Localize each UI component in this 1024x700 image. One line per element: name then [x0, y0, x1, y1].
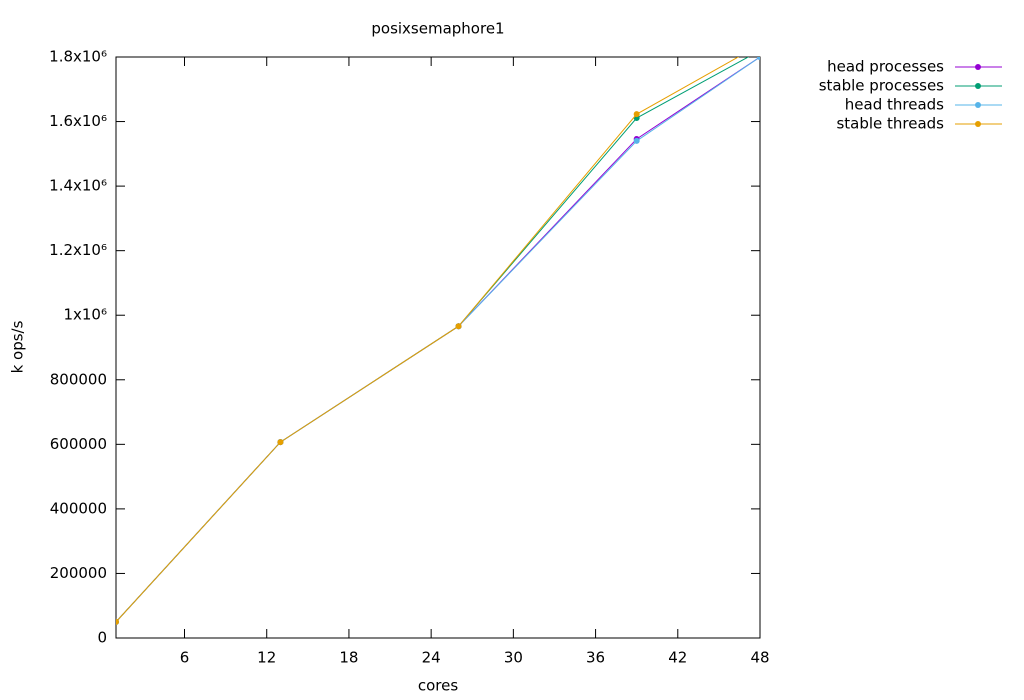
- y-tick-label: 0: [97, 629, 107, 647]
- x-tick-label: 48: [750, 649, 769, 667]
- x-tick-label: 36: [586, 649, 605, 667]
- point: [277, 439, 284, 446]
- y-tick-label: 200000: [50, 564, 107, 582]
- y-tick-label: 600000: [50, 435, 107, 453]
- y-tick-label: 1.4x10⁶: [49, 177, 107, 195]
- x-tick-label: 42: [668, 649, 687, 667]
- y-tick-label: 800000: [50, 370, 107, 388]
- point: [757, 42, 763, 48]
- point: [757, 48, 763, 54]
- legend-marker: [975, 121, 981, 127]
- x-tick-label: 30: [504, 649, 523, 667]
- point: [633, 111, 640, 118]
- x-tick-label: 12: [257, 649, 276, 667]
- point: [455, 323, 462, 330]
- legend-label: stable processes: [819, 77, 944, 95]
- legend-marker: [975, 102, 981, 108]
- y-tick-label: 400000: [50, 499, 107, 517]
- x-tick-label: 6: [180, 649, 190, 667]
- point: [633, 137, 640, 144]
- x-tick-label: 18: [339, 649, 358, 667]
- x-axis-label: cores: [418, 677, 458, 695]
- legend-label: head processes: [827, 58, 944, 76]
- legend-label: head threads: [845, 96, 944, 114]
- plot-frame: [115, 56, 761, 639]
- legend-label: stable threads: [836, 115, 944, 133]
- chart-title: posixsemaphore1: [371, 20, 504, 38]
- y-tick-label: 1x10⁶: [63, 306, 107, 324]
- point: [757, 57, 760, 60]
- y-axis-label: k ops/s: [9, 320, 27, 373]
- legend-marker: [975, 64, 981, 70]
- y-tick-label: 1.6x10⁶: [49, 112, 107, 130]
- y-tick-label: 1.2x10⁶: [49, 241, 107, 259]
- plot-area: [116, 42, 763, 625]
- x-tick-label: 24: [422, 649, 441, 667]
- legend-marker: [975, 83, 981, 89]
- point: [116, 618, 119, 625]
- y-tick-label: 1.8x10⁶: [49, 48, 107, 66]
- series-line: [116, 57, 740, 623]
- series-line: [116, 57, 750, 623]
